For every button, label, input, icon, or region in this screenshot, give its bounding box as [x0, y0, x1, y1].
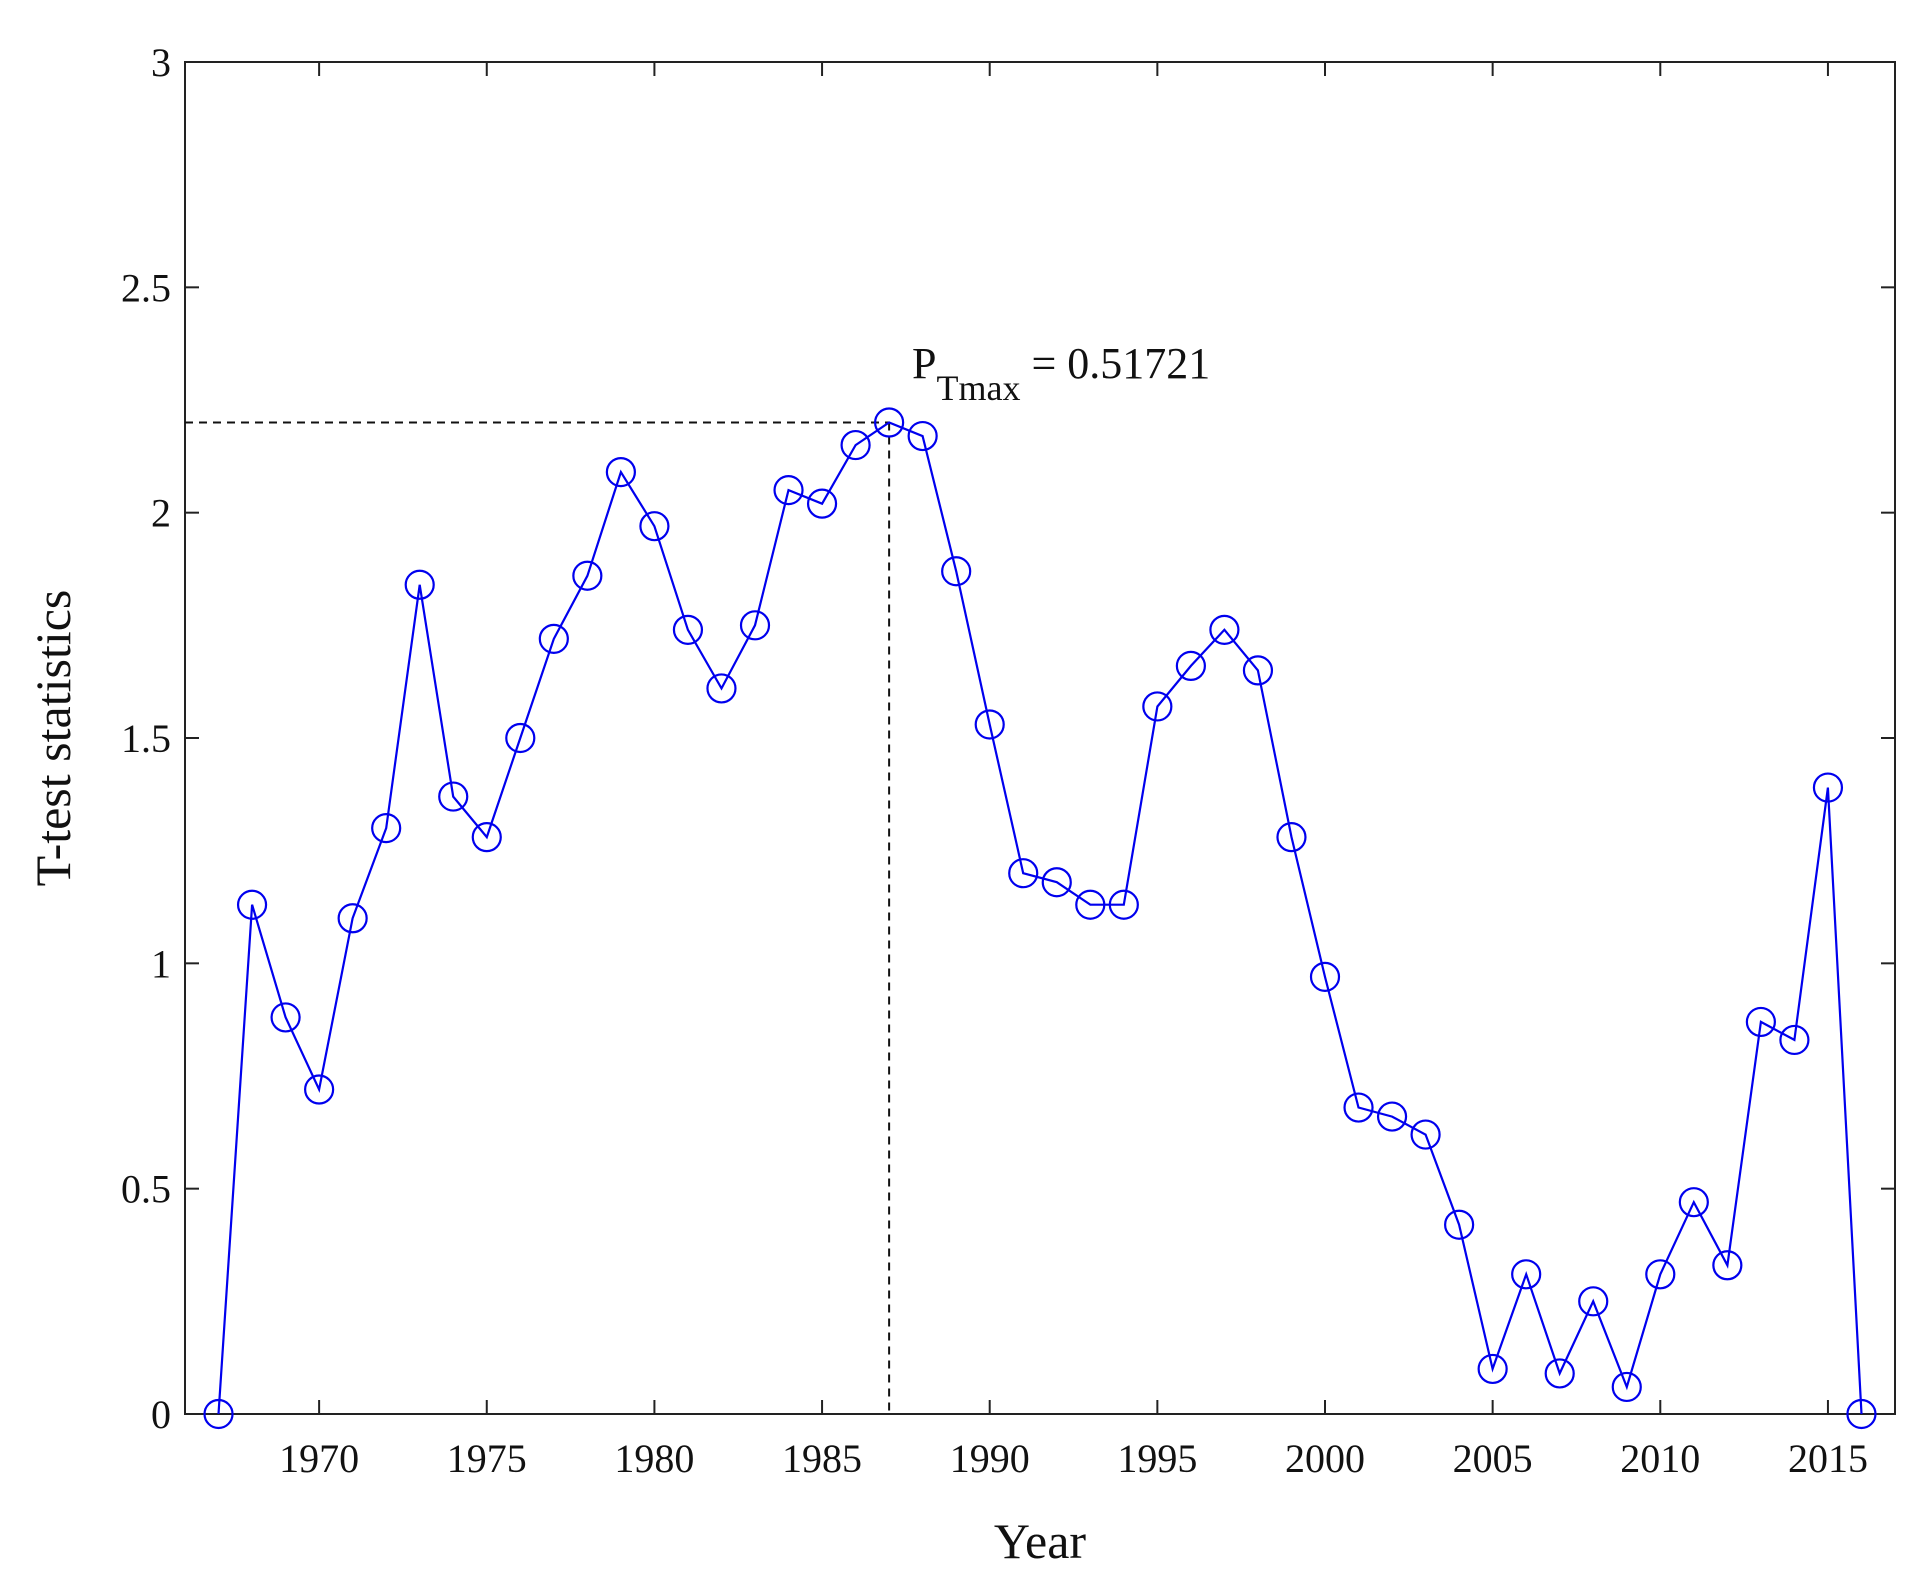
data-point	[1812, 772, 1844, 803]
data-point	[1578, 1286, 1609, 1317]
data-point	[1276, 822, 1307, 853]
data-point	[773, 475, 804, 506]
data-point	[1242, 655, 1274, 686]
data-point	[1477, 1353, 1508, 1385]
data-point	[806, 488, 838, 519]
data-point	[1678, 1187, 1709, 1218]
data-point	[471, 822, 502, 853]
x-tick-label: 2015	[1788, 1436, 1868, 1481]
data-point	[605, 457, 636, 488]
y-tick-label: 2.5	[121, 265, 171, 310]
x-tick-label: 1970	[279, 1436, 359, 1481]
data-point	[1645, 1259, 1676, 1290]
data-point	[1444, 1209, 1475, 1240]
data-point	[1008, 858, 1039, 889]
max-reference-lines	[185, 421, 891, 1414]
series-line	[217, 421, 1863, 1415]
data-point	[1410, 1119, 1441, 1150]
data-point	[706, 673, 737, 704]
data-point	[1175, 650, 1206, 681]
data-point	[538, 623, 569, 654]
data-point	[739, 610, 771, 641]
data-point	[203, 1398, 234, 1430]
data-point	[1209, 614, 1240, 645]
data-point	[1745, 1006, 1776, 1038]
y-tick-label: 1	[151, 941, 171, 986]
x-tick-label: 1980	[614, 1436, 694, 1481]
x-tick-label: 1985	[782, 1436, 862, 1481]
data-point	[1142, 691, 1173, 722]
p-value-text: = 0.51721	[1020, 339, 1210, 388]
data-point	[941, 556, 972, 587]
data-point	[1779, 1024, 1810, 1056]
y-axis-title: T-test statistics	[25, 590, 81, 887]
data-point	[1846, 1398, 1877, 1430]
series-group	[203, 407, 1877, 1430]
x-tick-label: 2000	[1285, 1436, 1365, 1481]
data-point	[1712, 1250, 1743, 1281]
plot-area-frame	[184, 61, 1896, 1415]
x-tick-label: 1990	[950, 1436, 1030, 1481]
y-tick-label: 2	[151, 491, 171, 536]
y-tick-label: 1.5	[121, 716, 171, 761]
data-point	[1041, 867, 1072, 898]
data-point	[974, 709, 1005, 740]
data-point	[1075, 889, 1106, 920]
data-point	[874, 407, 905, 438]
data-point	[270, 1002, 301, 1033]
data-point	[1376, 1101, 1408, 1132]
data-point	[1309, 961, 1341, 992]
data-point	[438, 781, 469, 812]
y-tick-label: 0.5	[121, 1167, 171, 1212]
data-point	[404, 569, 435, 600]
data-point	[505, 722, 536, 754]
data-point	[907, 420, 938, 452]
x-tick-label: 1975	[447, 1436, 527, 1481]
data-point	[1343, 1092, 1374, 1123]
data-point	[840, 429, 871, 461]
data-point	[572, 560, 603, 591]
y-tick-label: 0	[151, 1392, 171, 1437]
data-point	[337, 903, 368, 934]
data-point	[304, 1074, 335, 1105]
x-axis-ticks: 1970 1975 1980 1985 1990 1995 2000 2005 2010 2015	[279, 62, 1868, 1481]
data-point	[1511, 1259, 1542, 1290]
data-point	[236, 889, 268, 920]
y-tick-label: 3	[151, 40, 171, 85]
x-axis-title: Year	[994, 1513, 1086, 1569]
data-point	[639, 511, 670, 542]
p-tmax-annotation: PTmax = 0.51721	[912, 339, 1210, 408]
y-axis-ticks: 0 0.5 1 1.5 2 2.5 3	[121, 40, 1895, 1437]
p-label: P	[912, 339, 936, 388]
data-point	[1108, 889, 1139, 920]
x-tick-label: 1995	[1117, 1436, 1197, 1481]
x-tick-label: 2005	[1453, 1436, 1533, 1481]
data-point	[371, 813, 402, 844]
x-tick-label: 2010	[1620, 1436, 1700, 1481]
data-point	[1611, 1371, 1642, 1403]
data-point	[1544, 1358, 1575, 1389]
data-point	[672, 614, 704, 645]
p-subscript: Tmax	[936, 368, 1020, 408]
